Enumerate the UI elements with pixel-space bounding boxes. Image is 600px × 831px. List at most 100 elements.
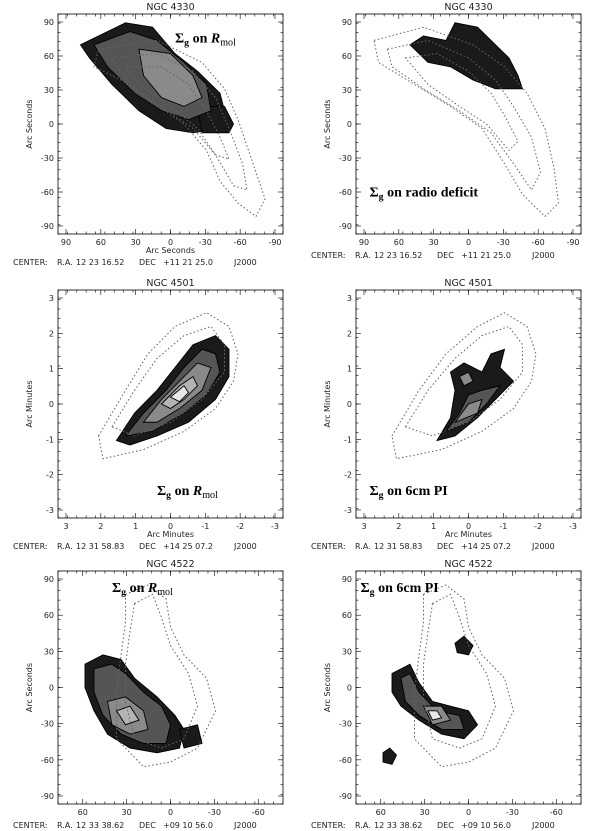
column-density-region: [169, 385, 190, 403]
epoch-label: J2000: [233, 821, 257, 830]
ra-label: R.A.: [355, 251, 371, 260]
annotation-target: R: [147, 581, 157, 596]
dec-value: +11 21 25.0: [461, 251, 511, 260]
y-tick-label: -60: [339, 756, 352, 765]
sigma-symbol: Σ: [157, 484, 166, 499]
sigma-symbol: Σ: [112, 581, 121, 596]
y-tick-label: 2: [49, 329, 54, 338]
sigma-subscript: g: [184, 38, 189, 49]
x-tick-label: -3: [271, 522, 279, 531]
annotation-on: on: [171, 484, 193, 499]
annotation-target: R: [192, 484, 202, 499]
ra-value: 12 33 38.62: [76, 821, 124, 830]
x-tick-label: -1: [499, 522, 507, 531]
y-tick-label: 30: [44, 647, 54, 656]
sigma-symbol: Σ: [370, 186, 379, 201]
x-tick-label: 90: [61, 238, 71, 247]
ra-value: 12 31 58.83: [76, 542, 124, 551]
column-density-region: [382, 747, 398, 765]
y-tick-label: -90: [41, 222, 54, 231]
column-density-region: [115, 705, 140, 726]
y-tick-label: 90: [342, 18, 352, 27]
panel-annotation: Σg on Rmol: [112, 581, 173, 598]
y-tick-label: 0: [347, 684, 352, 693]
panel-annotation: Σg on 6cm PI: [370, 484, 448, 501]
y-tick-label: -60: [41, 188, 54, 197]
center-label: CENTER:: [13, 258, 48, 267]
column-density-region: [138, 48, 203, 107]
y-tick-label: 3: [49, 294, 54, 303]
ra-label: R.A.: [57, 258, 73, 267]
ra-value: 12 23 16.52: [76, 258, 124, 267]
x-tick-label: 3: [361, 522, 366, 531]
ra-value: 12 23 16.52: [374, 251, 422, 260]
panel-1: NGC 4330 90 60 30 0 -30 -60 -90 90 60 30 0 -30 -60 -90…: [311, 2, 582, 260]
ra-label: R.A.: [57, 821, 73, 830]
panel-annotation: Σg on Rmol: [175, 32, 236, 49]
column-density-region: [458, 371, 474, 387]
dec-value: +11 21 25.0: [163, 258, 213, 267]
radio-contour: [373, 26, 560, 218]
epoch-label: J2000: [531, 251, 555, 260]
dec-label: DEC: [139, 542, 156, 551]
annotation-target: 6cm PI: [405, 484, 447, 499]
y-tick-label: -2: [344, 471, 352, 480]
dec-value: +14 25 07.2: [461, 542, 511, 551]
panel-title: NGC 4501: [444, 278, 492, 289]
y-axis-label: Arc Seconds: [323, 663, 332, 712]
panel-image: [382, 584, 515, 768]
y-tick-label: -90: [339, 792, 352, 801]
panel-image: [84, 584, 217, 768]
y-axis-label: Arc Seconds: [25, 663, 34, 712]
center-label: CENTER:: [311, 542, 346, 551]
panel-5: NGC 4522 60 30 0 -30 -60 90 60 30 0 -30 -60 -90 Arc S…: [311, 559, 582, 830]
y-axis-label: Arc Minutes: [25, 380, 34, 427]
y-axis-label: Arc Seconds: [25, 99, 34, 148]
panel-2: NGC 4501 3 2 1 0 -1 -2 -3 3 2 1 0 -1 -2 -3 Arc Minutes A…: [13, 278, 284, 551]
column-density-region: [409, 22, 524, 90]
x-tick-label: 1: [431, 522, 436, 531]
sigma-subscript: g: [166, 490, 171, 501]
x-tick-label: -60: [234, 238, 247, 247]
y-tick-label: 90: [342, 575, 352, 584]
y-tick-label: 30: [44, 86, 54, 95]
annotation-target: R: [210, 32, 220, 47]
ra-value: 12 31 58.83: [374, 542, 422, 551]
epoch-label: J2000: [233, 258, 257, 267]
x-tick-label: 0: [168, 238, 173, 247]
dec-label: DEC: [437, 251, 454, 260]
radio-contour: [404, 325, 524, 437]
y-tick-label: 1: [347, 365, 352, 374]
panel-title: NGC 4330: [146, 2, 194, 13]
annotation-on: on: [384, 186, 406, 201]
epoch-label: J2000: [531, 542, 555, 551]
y-tick-label: 3: [347, 294, 352, 303]
y-tick-label: 0: [347, 400, 352, 409]
y-tick-label: -1: [46, 435, 54, 444]
dec-value: +09 10 56.0: [163, 821, 213, 830]
annotation-target: 6cm PI: [396, 581, 438, 596]
radio-contour: [404, 53, 519, 152]
x-tick-label: 2: [98, 522, 103, 531]
x-tick-label: 1: [133, 522, 138, 531]
annotation-target: radio deficit: [405, 186, 478, 201]
x-axis-label: Arc Seconds: [146, 246, 195, 255]
x-tick-label: 60: [394, 238, 404, 247]
sigma-symbol: Σ: [175, 32, 184, 47]
column-density-region: [453, 398, 483, 424]
x-tick-label: -2: [534, 522, 542, 531]
radio-contour: [93, 39, 266, 218]
annotation-target-subscript: mol: [157, 587, 173, 598]
y-tick-label: 30: [342, 647, 352, 656]
panel-annotation: Σg on Rmol: [157, 484, 218, 501]
panel-image: [79, 22, 266, 218]
ra-label: R.A.: [355, 821, 371, 830]
dec-label: DEC: [139, 821, 156, 830]
panel-annotation: Σg on 6cm PI: [361, 581, 439, 598]
panel-title: NGC 4501: [146, 278, 194, 289]
center-label: CENTER:: [311, 821, 346, 830]
dec-value: +09 10 56.0: [461, 821, 511, 830]
annotation-target-subscript: mol: [220, 38, 236, 49]
x-tick-label: 0: [168, 522, 173, 531]
